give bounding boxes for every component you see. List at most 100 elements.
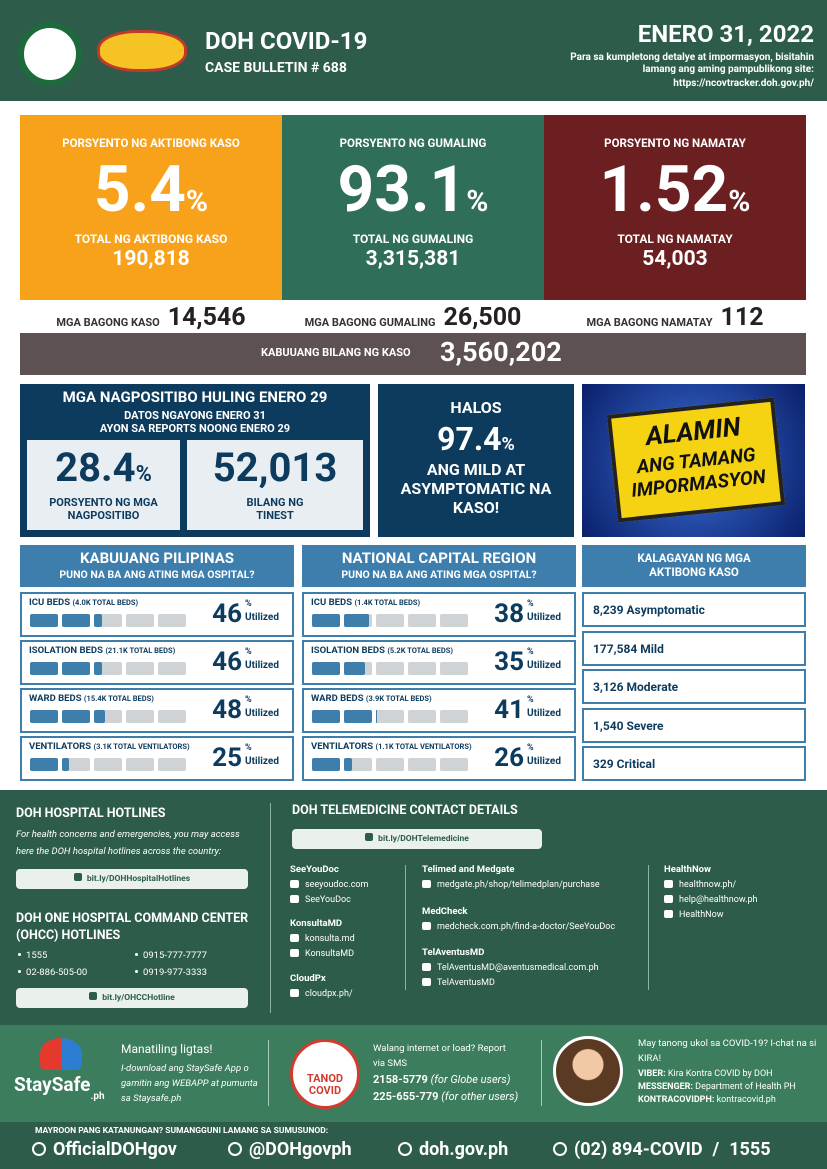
utilization-bar: [312, 614, 340, 627]
utilization-bar: [376, 710, 378, 723]
row-label: VENTILATORS (1.1K TOTAL VENTILATORS): [311, 741, 472, 752]
hotline-number: 02-886-505-00: [18, 967, 87, 978]
active-row: 8,239 Asymptomatic: [582, 592, 806, 627]
utilization-value: 35: [494, 647, 524, 677]
positivity-rate-box: 28.4% PORSYENTO NG MGA NAGPOSITIBO: [27, 440, 180, 530]
row-name: WARD BEDS: [29, 693, 82, 704]
utilization-bar: [30, 710, 58, 723]
card-total-label: TOTAL NG GUMALING: [352, 232, 474, 246]
provider-contact: KonsultaMD: [290, 949, 354, 960]
new-case-value: 14,546: [167, 303, 246, 332]
hospital-subtitle: PUNO NA BA ANG ATING MGA OSPITAL?: [341, 568, 537, 581]
contact-text: SeeYouDoc: [305, 895, 351, 905]
footer-hotline: 1555: [729, 1139, 771, 1160]
provider-contact: TelAventusMD@aventusmedical.com.ph: [422, 963, 599, 974]
contact-icon: [422, 963, 431, 971]
number-text: 02-886-505-00: [26, 967, 88, 978]
active-count: 177,584: [593, 642, 638, 656]
divider: [541, 1040, 542, 1106]
utilization-unit: %: [245, 647, 252, 657]
utilization-bar: [62, 710, 90, 723]
footer-contact: (02) 894-COVID / 1555: [553, 1139, 771, 1161]
utilization-suffix: Utilized: [245, 708, 279, 719]
divider: [405, 865, 406, 990]
subtitle: CASE BULLETIN # 688: [205, 60, 347, 76]
apps-section: [0, 1025, 827, 1122]
provider-contact: medgate.ph/shop/telimedplan/purchase: [422, 880, 600, 891]
number-text: 0919-977-3333: [143, 967, 207, 978]
staysafe-suffix: .ph: [90, 1091, 105, 1102]
banner-sign: ALAMIN ANG TAMANG IMPORMASYON: [606, 397, 786, 523]
row-capacity: (15.4K TOTAL BEDS): [83, 694, 154, 703]
hospital-row: ISOLATION BEDS (21.1K TOTAL BEDS) 46% Util…: [20, 640, 294, 685]
positivity-sub: DATOS NGAYONG ENERO 31: [124, 409, 266, 422]
bed-slot: [440, 662, 468, 675]
utilization-value: 46: [212, 599, 242, 629]
divider: [270, 803, 271, 1013]
bed-slot: [408, 710, 436, 723]
rate-value: 28.4: [55, 444, 136, 491]
contact-icon: [664, 910, 673, 918]
footer-icon: [228, 1142, 242, 1156]
card-percent: 5.4%: [20, 152, 282, 227]
utilization-bar: [30, 614, 58, 627]
tanod-text: Walang internet or load? Report via SMS: [373, 1043, 506, 1069]
sms-digits: 225-655-779: [373, 1090, 439, 1103]
total-value: 3,560,202: [440, 336, 562, 368]
new-case: MGA BAGONG KASO 14,546: [20, 300, 282, 333]
active-status: Severe: [626, 719, 664, 733]
row-capacity: (1.1K TOTAL VENTILATORS): [375, 742, 472, 751]
utilization-bar: [344, 614, 370, 627]
row-capacity: (1.4K TOTAL BEDS): [354, 598, 421, 607]
utilization-unit: %: [245, 695, 252, 705]
staysafe-icon: [40, 1038, 82, 1070]
new-case: MGA BAGONG NAMATAY 112: [544, 300, 806, 333]
contact-text: medcheck.com.ph/find-a-doctor/SeeYouDoc: [437, 922, 616, 932]
row-label: WARD BEDS (15.4K TOTAL BEDS): [29, 693, 154, 704]
bed-slot: [126, 614, 154, 627]
utilization-value: 48: [212, 695, 242, 725]
link-text: bit.ly/DOHTelemedicine: [378, 834, 469, 844]
utilization-bar: [62, 614, 90, 627]
link-button: bit.ly/DOHHospitalHotlines: [16, 869, 248, 889]
contact-icon: [290, 949, 299, 957]
provider-name: HealthNow: [664, 864, 712, 875]
hospital-header: KABUUANG PILIPINAS PUNO NA BA ANG ATING M…: [20, 545, 294, 587]
utilization-bar: [30, 662, 58, 675]
footer-icon: [398, 1142, 412, 1156]
channel-label: MESSENGER:: [638, 1082, 693, 1092]
bed-slot: [408, 758, 436, 771]
contact-text: konsulta.md: [305, 934, 355, 944]
site-url: https://ncovtracker.doh.gov.ph/: [673, 78, 814, 89]
divider: [648, 865, 649, 990]
row-capacity: (3.9K TOTAL BEDS): [365, 694, 432, 703]
card-label: PORSYENTO NG NAMATAY: [604, 136, 746, 150]
utilization-suffix: Utilized: [527, 660, 561, 671]
provider-contact: cloudpx.ph/: [290, 989, 353, 1000]
provider-contact: konsulta.md: [290, 934, 355, 945]
utilization-unit: %: [527, 599, 534, 609]
bed-slot: [158, 758, 186, 771]
link-text: bit.ly/DOHHospitalHotlines: [86, 874, 191, 884]
rate-label: PORSYENTO NG MGA NAGPOSITIBO: [49, 496, 158, 523]
utilization-bar: [94, 710, 106, 723]
utilization-bar: [94, 662, 103, 675]
contact-icon: [422, 922, 431, 930]
utilization-bar: [62, 662, 90, 675]
number-text: 1555: [26, 950, 48, 961]
active-count: 329: [593, 757, 614, 771]
mild-line2: ANG MILD AT ASYMPTOMATIC NA KASO!: [400, 460, 552, 518]
hospital-row: ICU BEDS (1.4K TOTAL BEDS) 38% Utilized: [302, 592, 576, 637]
link-button: bit.ly/DOHTelemedicine: [292, 829, 542, 849]
active-status: Critical: [616, 757, 656, 771]
utilization-unit: %: [245, 743, 252, 753]
percent-unit: %: [728, 184, 751, 219]
tested-value: 52,013: [212, 444, 338, 491]
percent-value: 1.52: [599, 152, 729, 227]
active-row: 177,584 Mild: [582, 631, 806, 666]
footer-icon: [32, 1142, 46, 1156]
percent-value: 5.4: [93, 152, 186, 227]
hospital-row: WARD BEDS (15.4K TOTAL BEDS) 48% Utilized: [20, 688, 294, 733]
ohcc-title: DOH ONE HOSPITAL COMMAND CENTER (OHCC) H…: [16, 911, 249, 943]
